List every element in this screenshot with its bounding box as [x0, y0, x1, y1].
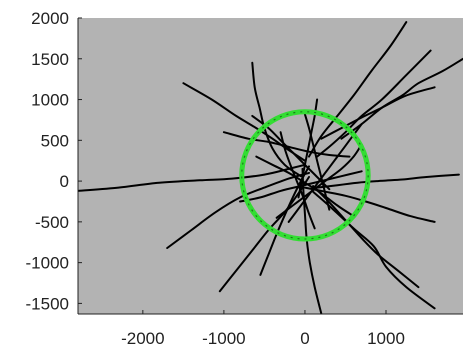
y-tick-label: -500 — [35, 213, 69, 232]
trajectory-line — [308, 21, 408, 158]
trajectory-line — [182, 82, 306, 162]
x-tick-label: 1000 — [367, 329, 405, 348]
trajectory-line — [287, 123, 363, 223]
green-ring-marker-pattern — [241, 111, 369, 240]
trajectory-line — [279, 131, 316, 230]
trajectory-line — [312, 185, 420, 289]
y-tick-label: 1500 — [31, 50, 69, 69]
y-tick-label: 2000 — [31, 9, 69, 28]
trajectory-line — [303, 113, 331, 211]
trajectory-line — [312, 190, 436, 310]
y-tick-label: 500 — [41, 131, 69, 150]
trajectory-line — [316, 49, 432, 158]
trajectory-line — [222, 131, 351, 158]
y-tick-label: -1500 — [26, 294, 69, 313]
trajectory-line — [78, 163, 306, 192]
y-axis-ticks: 2000 1500 1000 500 0 -500 -1000 -1500 — [26, 9, 82, 313]
x-axis-ticks: -2000 -1000 0 1000 — [121, 310, 405, 348]
x-tick-label: -1000 — [202, 329, 245, 348]
trajectory-line — [239, 170, 363, 203]
trajectory-line — [166, 171, 310, 249]
y-tick-label: 1000 — [31, 91, 69, 110]
trajectory-line — [251, 114, 331, 191]
y-tick-label: 0 — [60, 172, 69, 191]
ring-layer — [239, 109, 371, 242]
trajectory-line — [316, 173, 460, 189]
x-tick-label: 0 — [300, 329, 309, 348]
trajectory-line — [320, 86, 436, 140]
plot-area-background — [78, 18, 463, 314]
trajectory-line — [275, 143, 363, 219]
y-tick-label: -1000 — [26, 254, 69, 273]
trajectory-line — [255, 155, 355, 218]
x-tick-label: -2000 — [121, 329, 164, 348]
